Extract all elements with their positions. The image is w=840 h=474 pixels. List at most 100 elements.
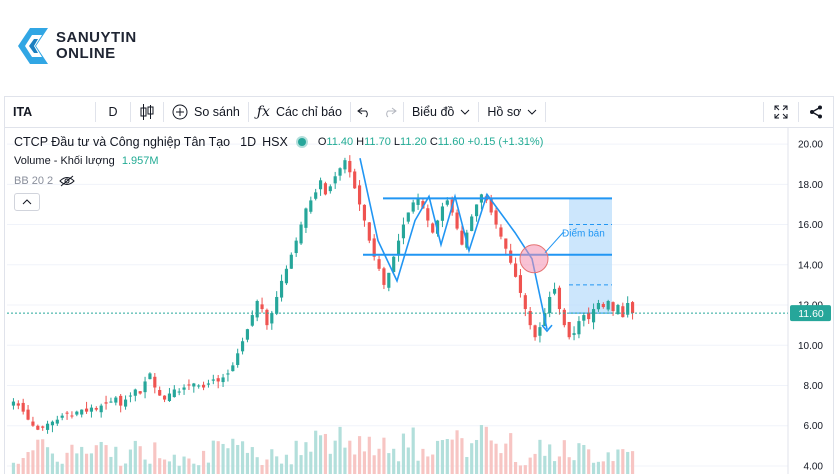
volume-bar [596, 461, 601, 474]
volume-bar [616, 449, 620, 474]
volume-bar [309, 451, 313, 474]
volume-bar [148, 463, 152, 474]
volume-bar [504, 443, 508, 474]
indicators-button[interactable]: ƒx Các chỉ báo [249, 97, 350, 127]
volume-bar [377, 448, 381, 474]
price-chart[interactable]: Điểm bán 20.0018.0016.0014.0012.0010.008… [5, 97, 833, 474]
volume-bar [55, 461, 59, 474]
candle-body [138, 391, 142, 394]
candle-body [197, 385, 201, 387]
candle-body [421, 201, 425, 209]
candle-body [582, 315, 586, 321]
chart-type-menu[interactable]: Biểu đồ [404, 97, 478, 127]
volume-bar [31, 450, 35, 474]
profile-menu[interactable]: Hồ sơ [479, 97, 545, 127]
candle-body [143, 381, 147, 393]
volume-bar [382, 437, 386, 474]
candle-body [119, 395, 123, 406]
candle-body [426, 208, 430, 221]
volume-bar [333, 440, 337, 474]
volume-bar [338, 426, 342, 474]
candle-body [84, 408, 89, 412]
price-tag-label: 11.60 [798, 308, 824, 320]
volume-bar [138, 446, 142, 474]
brand-name: SANUYTIN ONLINE [56, 30, 137, 62]
candle-body [236, 353, 240, 365]
share-button[interactable] [799, 97, 833, 127]
open-value: 11.40 [326, 136, 354, 148]
volume-bar [94, 445, 98, 474]
volume-bar [143, 459, 147, 474]
volume-bar [89, 453, 94, 474]
volume-bar [279, 463, 284, 474]
candle-body [562, 309, 566, 326]
candle-body [323, 183, 328, 195]
candles-button[interactable] [131, 97, 163, 127]
fullscreen-button[interactable] [764, 97, 798, 127]
volume-bar [21, 458, 25, 474]
volume-bar [36, 439, 40, 474]
volume-bar [587, 449, 591, 474]
toolbar-divider [95, 102, 96, 122]
volume-bar [65, 452, 69, 474]
candle-body [348, 160, 352, 173]
volume-bar [323, 433, 328, 474]
candle-body [60, 415, 64, 418]
interval-button[interactable]: D [108, 105, 118, 119]
volume-bar [626, 451, 630, 474]
y-tick-label: 18.00 [798, 180, 823, 191]
down-arrow-icon [541, 324, 553, 333]
candle-body [494, 210, 498, 225]
volume-bar [630, 451, 635, 474]
candle-body [445, 200, 449, 205]
volume-bar [362, 451, 367, 474]
fullscreen-icon [774, 105, 788, 119]
volume-value: 1.957M [121, 155, 159, 167]
candle-body [611, 302, 615, 312]
candle-body [577, 321, 581, 335]
volume-bar [236, 444, 240, 474]
volume-bar [123, 463, 128, 474]
volume-bar [411, 427, 415, 474]
candle-body [416, 198, 420, 205]
candle-body [265, 309, 269, 326]
candle-body [177, 391, 181, 393]
candle-body [75, 411, 79, 415]
redo-button[interactable] [377, 97, 403, 127]
eye-hidden-icon[interactable] [59, 175, 75, 187]
compare-button[interactable]: So sánh [164, 97, 248, 127]
candle-body [255, 301, 259, 318]
compare-label: So sánh [194, 105, 240, 119]
candle-body [587, 312, 591, 320]
volume-bar [245, 452, 250, 474]
candle-body [231, 365, 235, 372]
annotation-leader [544, 232, 564, 254]
volume-bar [197, 465, 201, 474]
volume-bar [162, 459, 167, 474]
symbol-search[interactable]: ITA [13, 105, 33, 119]
volume-bar [250, 447, 254, 474]
undo-button[interactable] [351, 97, 377, 127]
candle-body [284, 268, 289, 284]
indicators-label: Các chỉ báo [275, 105, 342, 119]
collapse-legend-button[interactable] [14, 193, 40, 211]
candle-body [99, 405, 103, 413]
y-tick-label: 8.00 [804, 381, 824, 392]
volume-bar [275, 456, 279, 474]
volume-bar [367, 436, 371, 474]
volume-bar [294, 440, 298, 474]
volume-legend[interactable]: Volume - Khối lượng 1.957M [14, 155, 159, 167]
toolbar-divider [163, 102, 164, 122]
candle-body [133, 389, 137, 396]
candle-body [153, 376, 157, 388]
candle-body [513, 263, 518, 277]
low-value: 11.20 [400, 136, 427, 148]
candle-body [294, 240, 298, 254]
volume-bar [416, 460, 420, 474]
volume-bar [396, 461, 401, 474]
volume-bar [426, 456, 430, 474]
bb-legend[interactable]: BB 20 2 [14, 175, 75, 187]
volume-bar [552, 461, 557, 474]
toolbar-divider [478, 102, 480, 122]
candle-body [596, 303, 601, 310]
